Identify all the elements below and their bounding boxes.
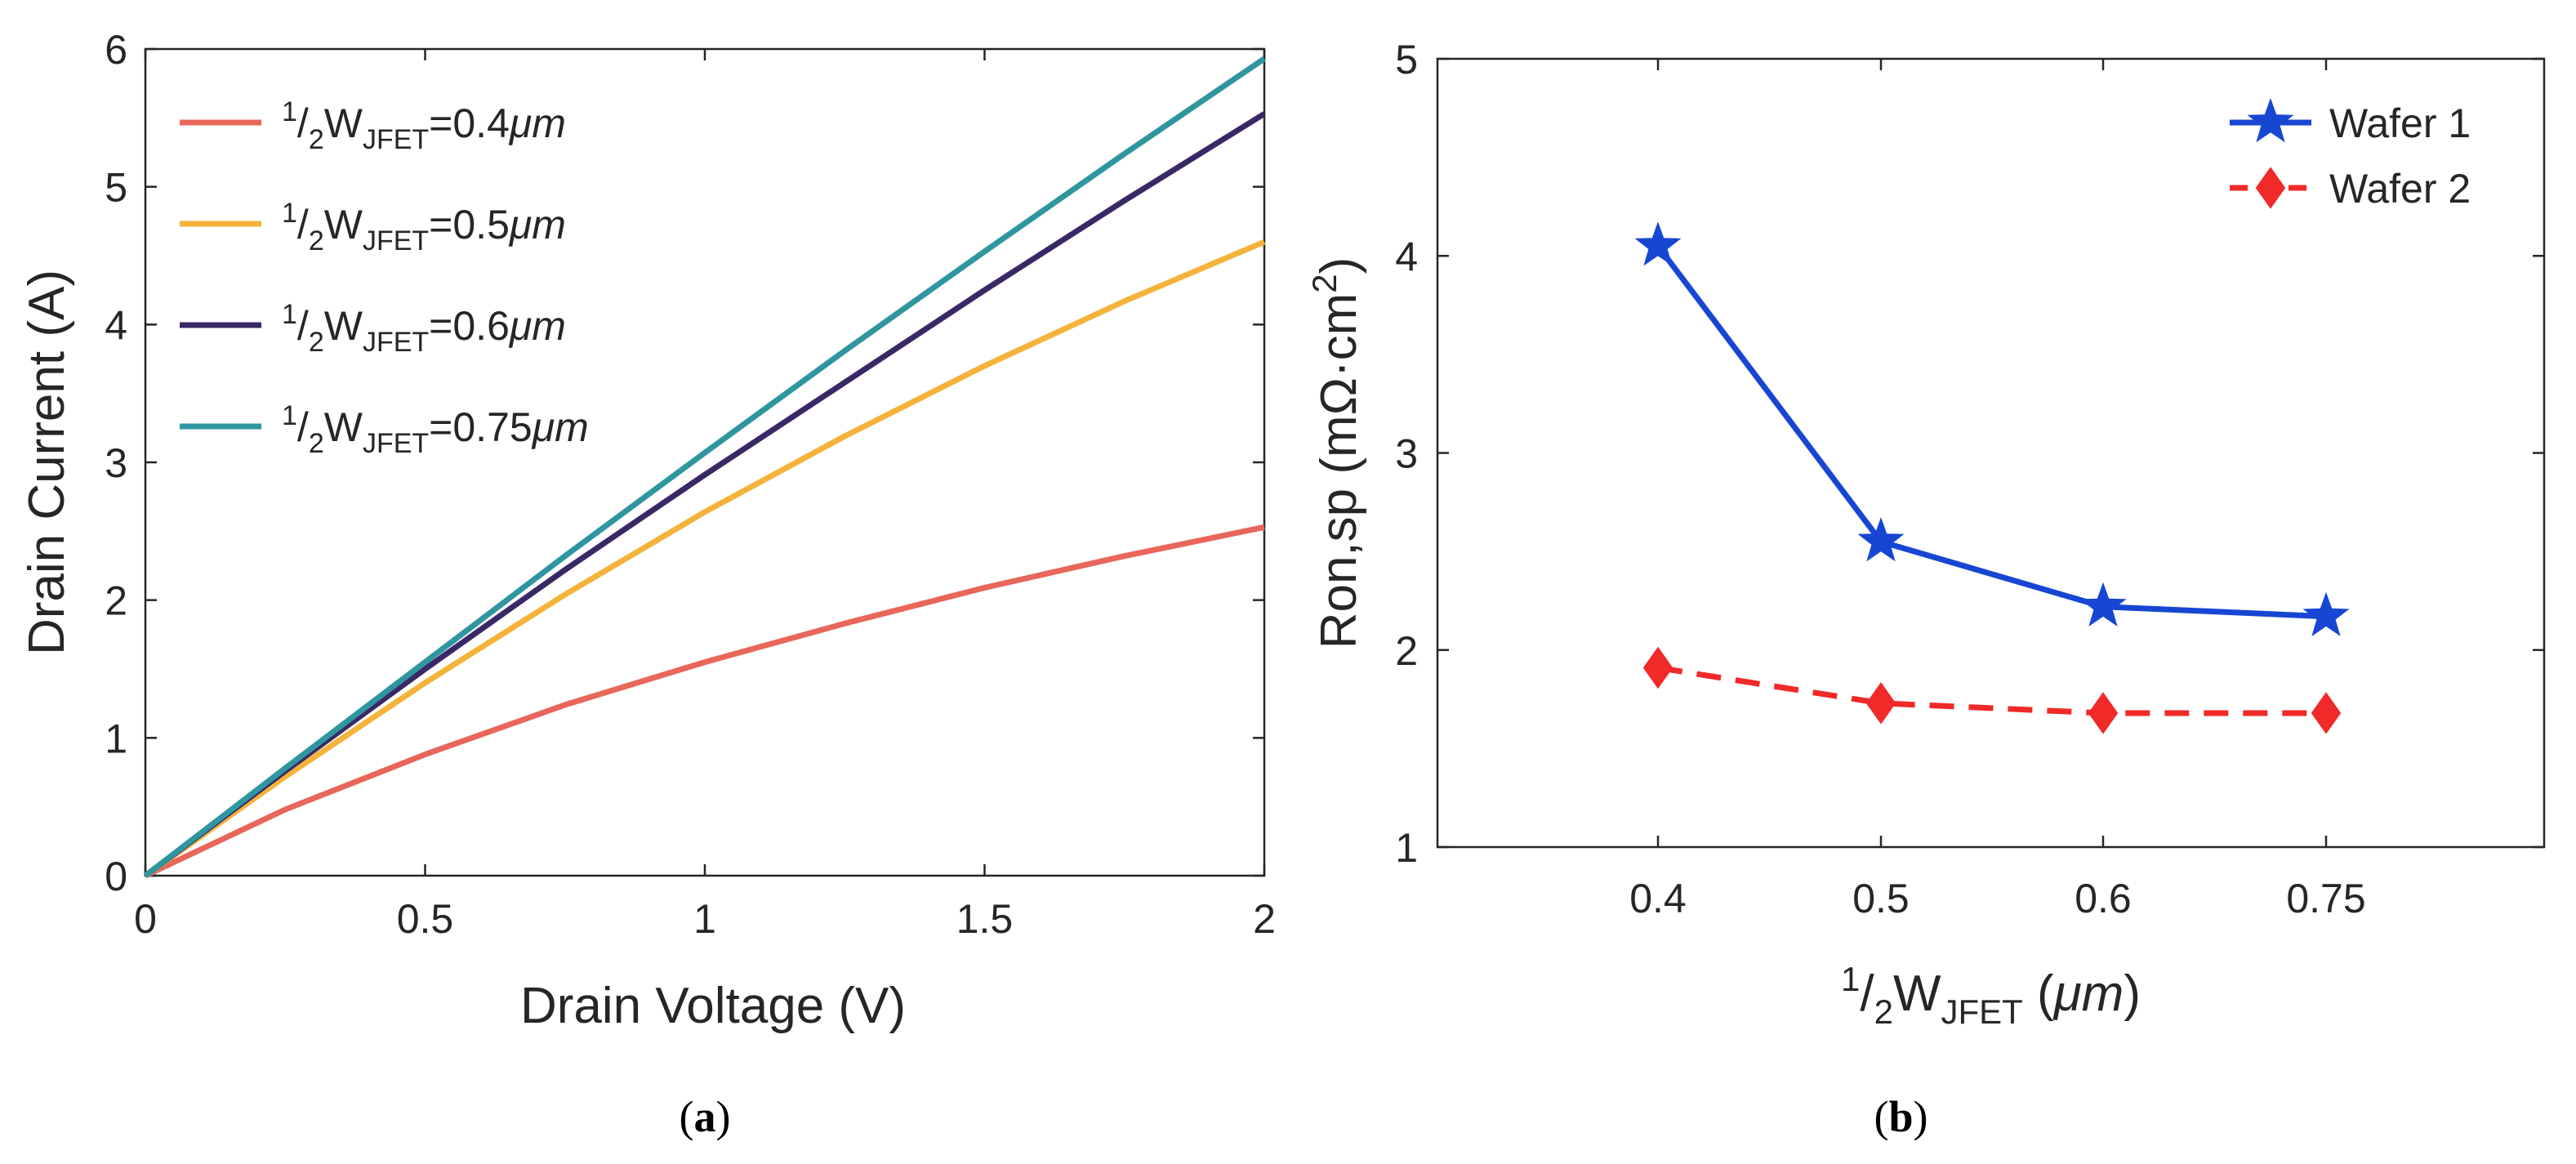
- caption-a: (a): [680, 1092, 731, 1141]
- x-tick-label: 1.5: [956, 896, 1014, 942]
- y-tick-label: 6: [105, 27, 127, 73]
- caption-b: (b): [1874, 1092, 1928, 1141]
- legend-label-a: 1/2WJFET=0.4μm: [282, 96, 566, 155]
- data-point-b: [1865, 682, 1896, 725]
- x-tick-label: 0.4: [1629, 876, 1687, 921]
- series-line-a: [143, 111, 1266, 878]
- legend-label-b: Wafer 1: [2329, 100, 2471, 146]
- x-tick-label: 0.5: [1852, 876, 1910, 921]
- legend-label-a: 1/2WJFET=0.75μm: [282, 400, 589, 459]
- x-axis-label-a: Drain Voltage (V): [520, 978, 906, 1034]
- legend-label-a: 1/2WJFET=0.5μm: [282, 198, 566, 256]
- legend-marker-b: [2255, 167, 2286, 209]
- y-tick-label: 1: [105, 716, 127, 761]
- y-tick-label: 2: [105, 578, 127, 624]
- data-point-b: [2311, 692, 2342, 734]
- data-point-b: [2302, 591, 2350, 637]
- series-line-a: [143, 56, 1266, 878]
- plot-area-b: [1436, 57, 2546, 849]
- panel-b: 0.4 0.5 0.6 0.75 1 2 3 4 5 1/2WJFET (μm) Ron,sp (m…: [1305, 37, 2546, 1141]
- x-tick-label: 0.5: [397, 896, 454, 942]
- y-tick-label: 4: [105, 302, 127, 348]
- y-axis-label-a: Drain Current (A): [19, 270, 75, 655]
- data-point-b: [2088, 692, 2119, 734]
- data-point-b: [1857, 517, 1905, 562]
- data-point-b: [2079, 582, 2127, 627]
- y-tick-label: 5: [1395, 37, 1418, 83]
- data-point-b: [1642, 646, 1674, 689]
- data-point-b: [1634, 221, 1682, 266]
- x-tick-label: 2: [1253, 896, 1276, 942]
- y-tick-label: 3: [1395, 431, 1418, 477]
- legend-label-a: 1/2WJFET=0.6μm: [282, 299, 566, 358]
- panel-a: 0 0.5 1 1.5 2 0 1 2 3 4 5 6 Drain Voltage (V) Drain C…: [19, 27, 1276, 1141]
- series-line-b: [1656, 244, 2327, 620]
- y-tick-label: 4: [1395, 234, 1418, 279]
- legend-label-b: Wafer 2: [2329, 166, 2471, 212]
- x-tick-label: 1: [693, 896, 716, 942]
- series-line-a: [143, 239, 1266, 878]
- x-tick-label: 0.6: [2075, 876, 2132, 921]
- x-axis-label-b: 1/2WJFET (μm): [1841, 960, 2141, 1031]
- series-line-b: [1657, 665, 2326, 716]
- y-tick-label: 1: [1395, 825, 1418, 871]
- legend-marker-b: [2247, 98, 2294, 143]
- y-tick-label: 3: [105, 440, 127, 486]
- x-tick-label: 0.75: [2286, 876, 2365, 921]
- y-tick-label: 2: [1395, 628, 1418, 674]
- y-axis-label-b: Ron,sp (mΩ·cm2): [1305, 257, 1367, 649]
- x-tick-label: 0: [134, 896, 157, 942]
- y-tick-label: 0: [105, 854, 127, 899]
- series-line-a: [144, 524, 1265, 879]
- y-tick-label: 5: [105, 165, 127, 211]
